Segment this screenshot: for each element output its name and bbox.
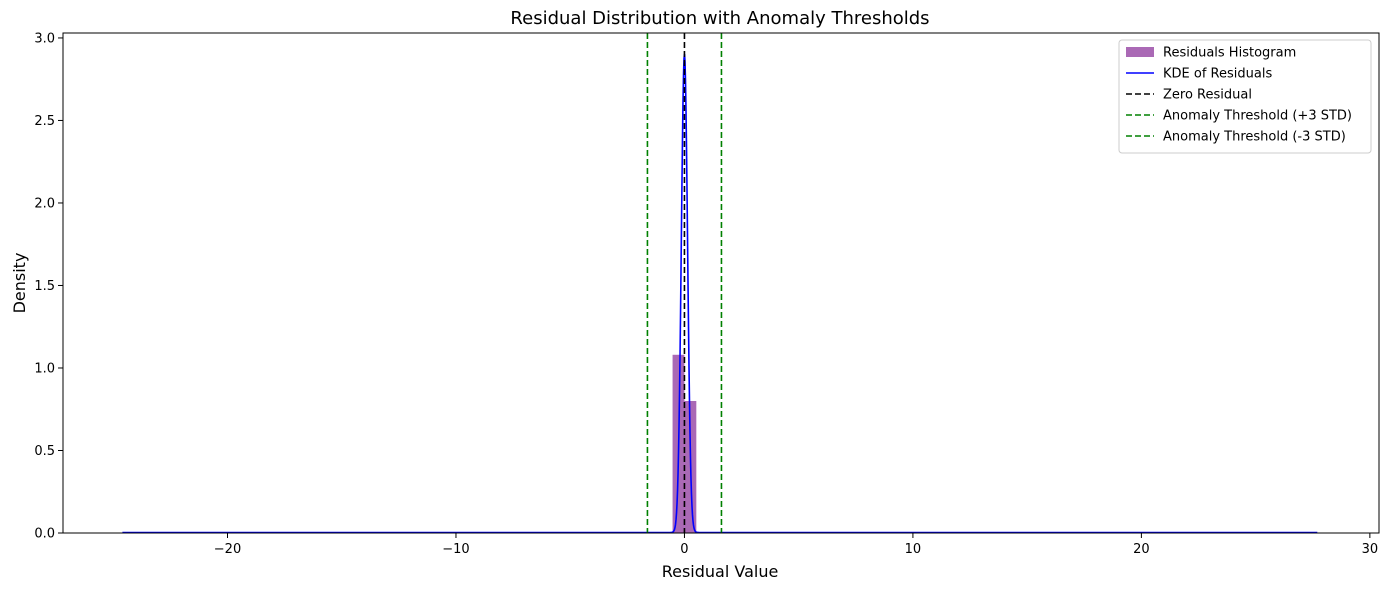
y-axis-title: Density: [10, 253, 29, 314]
y-tick-label: 1.0: [34, 361, 55, 376]
legend-label: KDE of Residuals: [1163, 67, 1272, 82]
legend-swatch: [1126, 47, 1154, 57]
x-tick-label: 10: [905, 542, 922, 557]
x-axis: −20 −10 0 10 20 30: [214, 533, 1378, 557]
x-tick-label: 30: [1362, 542, 1379, 557]
y-axis: 0.0 0.5 1.0 1.5 2.0 2.5 3.0: [34, 31, 63, 542]
x-tick-label: −10: [442, 542, 469, 557]
y-tick-label: 3.0: [34, 31, 55, 46]
legend: Residuals Histogram KDE of Residuals Zero …: [1118, 39, 1372, 154]
legend-label: Residuals Histogram: [1163, 46, 1296, 61]
y-tick-label: 2.0: [34, 196, 55, 211]
chart-title: Residual Distribution with Anomaly Thres…: [510, 8, 929, 29]
plot-area: [62, 32, 1380, 534]
y-tick-label: 1.5: [34, 279, 55, 294]
legend-label: Zero Residual: [1163, 88, 1252, 103]
y-tick-label: 2.5: [34, 114, 55, 129]
y-tick-label: 0.0: [34, 527, 55, 542]
x-tick-label: −20: [214, 542, 241, 557]
x-axis-title: Residual Value: [662, 562, 779, 581]
axes-frame: [62, 32, 1380, 534]
legend-box: [1118, 39, 1372, 154]
legend-label: Anomaly Threshold (-3 STD): [1163, 130, 1346, 145]
legend-label: Anomaly Threshold (+3 STD): [1163, 109, 1352, 124]
x-tick-label: 20: [1133, 542, 1150, 557]
x-tick-label: 0: [680, 542, 688, 557]
y-tick-label: 0.5: [34, 444, 55, 459]
